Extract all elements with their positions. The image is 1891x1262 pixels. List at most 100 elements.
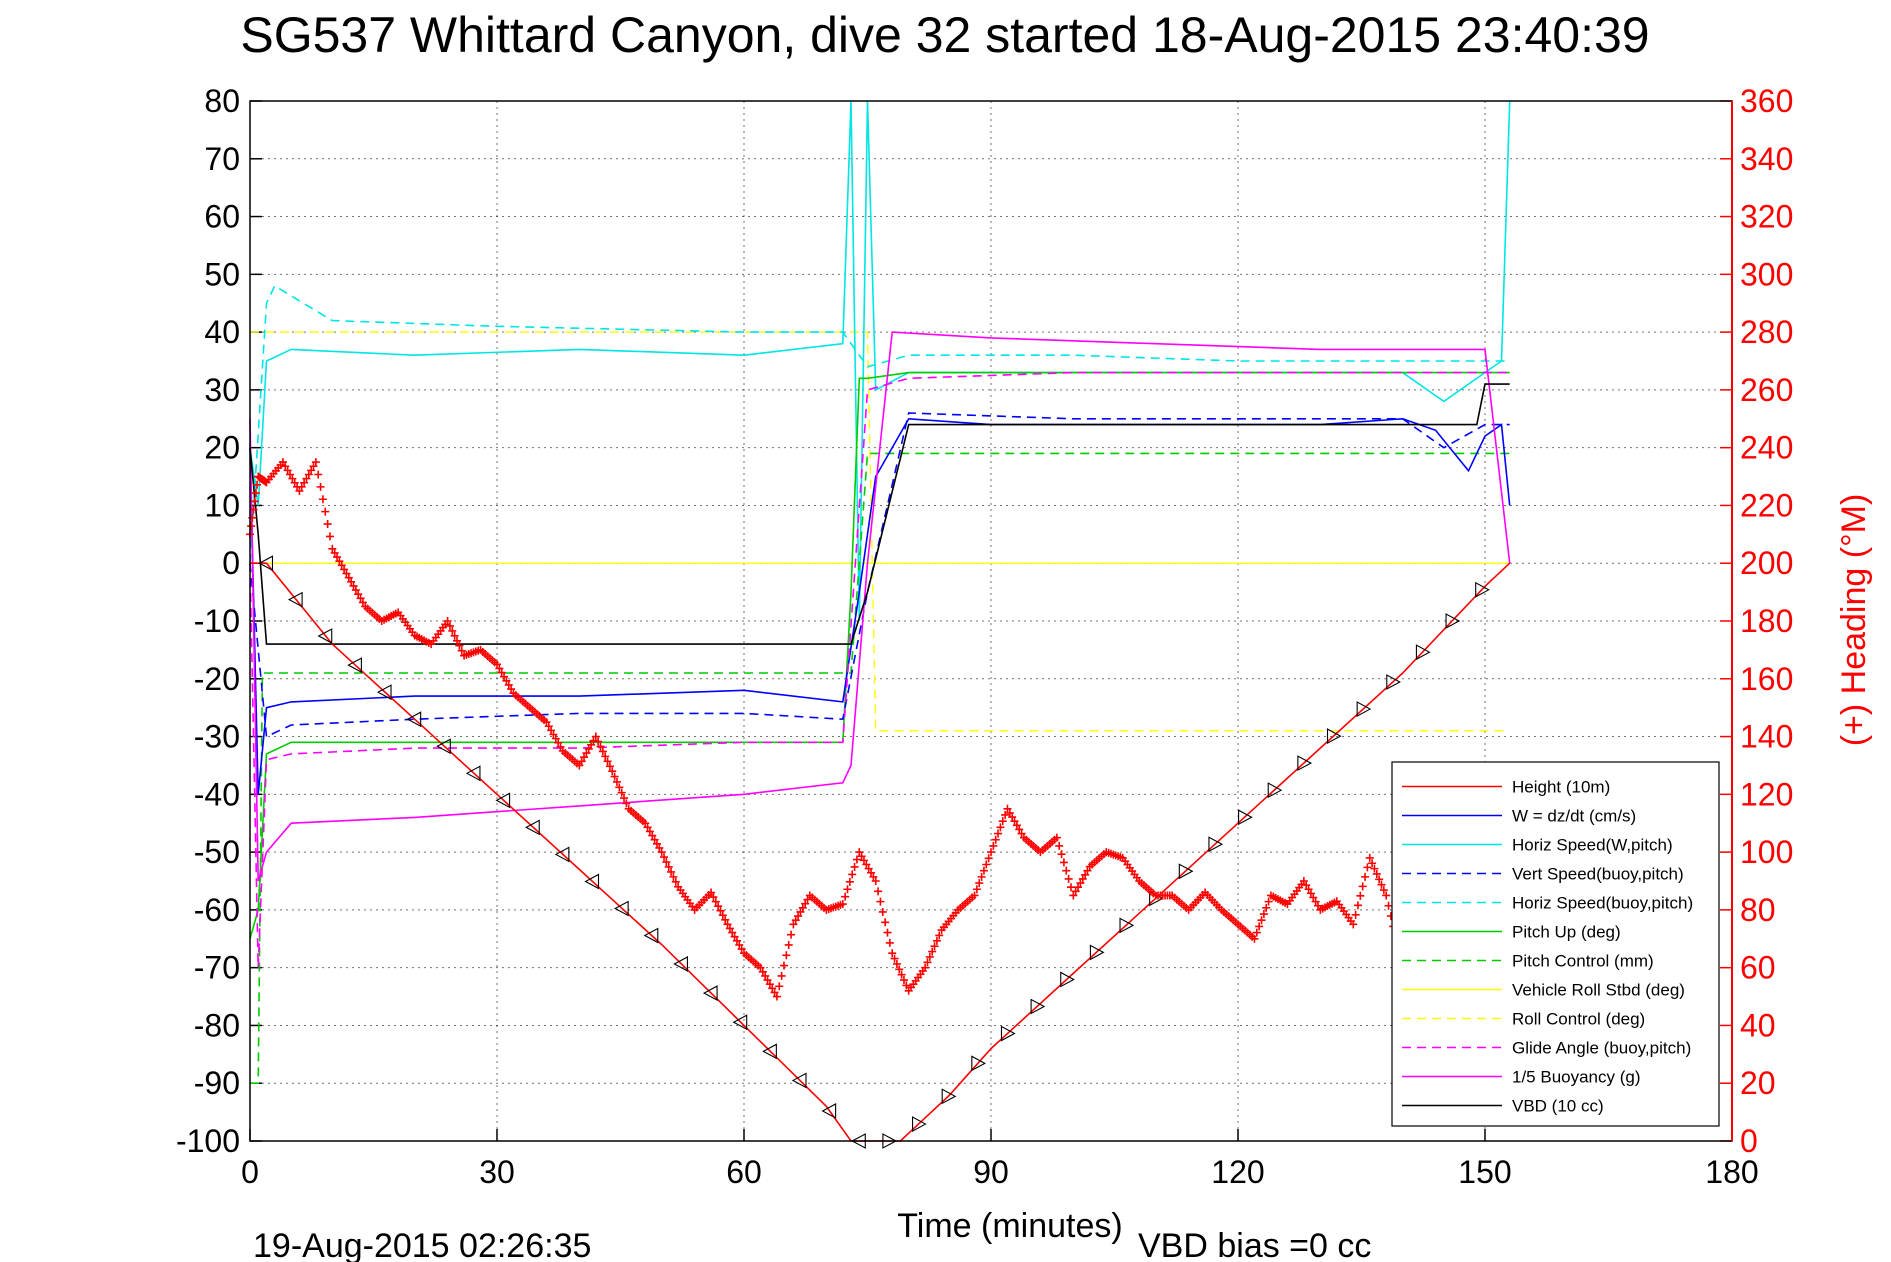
heading-marker xyxy=(895,965,904,974)
heading-marker xyxy=(311,458,320,467)
legend-label: Height (10m) xyxy=(1512,778,1610,797)
heading-marker xyxy=(787,930,796,939)
heading-marker xyxy=(871,877,880,885)
heading-marker xyxy=(1012,821,1021,830)
heading-marker xyxy=(1010,817,1019,826)
heading-marker xyxy=(251,489,260,498)
heading-marker xyxy=(1368,859,1377,868)
heading-marker xyxy=(1311,897,1320,906)
height-marker xyxy=(673,956,688,972)
heading-marker xyxy=(354,590,363,599)
heading-marker xyxy=(1379,886,1388,895)
y-tick-label: 40 xyxy=(204,314,240,350)
heading-marker xyxy=(307,466,316,475)
heading-marker xyxy=(885,938,894,947)
heading-marker xyxy=(580,753,589,762)
heading-marker xyxy=(770,988,779,997)
heading-marker xyxy=(930,942,939,951)
height-marker xyxy=(436,738,451,755)
heading-marker xyxy=(1361,872,1370,881)
series-line xyxy=(249,412,1510,738)
heading-marker xyxy=(1372,869,1381,878)
y-right-tick-label: 300 xyxy=(1740,256,1793,292)
heading-marker xyxy=(888,949,897,958)
legend-box xyxy=(1391,761,1720,1127)
heading-marker xyxy=(845,877,854,886)
heading-marker xyxy=(612,777,621,786)
heading-marker xyxy=(500,672,509,681)
heading-marker xyxy=(278,458,287,467)
heading-marker xyxy=(763,976,772,985)
heading-marker xyxy=(723,920,732,929)
heading-marker xyxy=(622,799,631,808)
heading-marker xyxy=(358,598,367,607)
heading-marker xyxy=(556,742,565,751)
heading-marker xyxy=(855,848,864,857)
heading-marker xyxy=(598,747,607,756)
y-right-tick-label: 140 xyxy=(1740,719,1793,755)
height-marker xyxy=(1356,701,1372,717)
heading-marker xyxy=(765,980,774,989)
heading-marker xyxy=(1257,916,1266,925)
x-tick-label: 30 xyxy=(479,1154,515,1190)
heading-marker xyxy=(1071,887,1080,896)
heading-marker xyxy=(1081,870,1090,879)
heading-marker xyxy=(591,732,600,741)
heading-marker xyxy=(1363,863,1372,872)
heading-marker xyxy=(669,872,678,881)
heading-marker xyxy=(897,970,906,979)
y-right-tick-label: 260 xyxy=(1740,372,1793,408)
heading-marker xyxy=(996,823,1005,832)
series-line xyxy=(249,371,1510,968)
heading-marker xyxy=(890,954,899,963)
heading-marker xyxy=(718,911,727,920)
heading-marker xyxy=(982,860,991,869)
heading-marker xyxy=(883,928,892,937)
footer-date: 19-Aug-2015 02:26:35 xyxy=(253,1227,591,1262)
heading-marker xyxy=(617,788,626,797)
heading-marker xyxy=(784,940,793,949)
heading-marker xyxy=(302,474,311,483)
heading-marker xyxy=(899,976,908,985)
heading-marker xyxy=(970,891,979,900)
y-right-tick-label: 220 xyxy=(1740,487,1793,523)
heading-marker xyxy=(756,963,765,972)
heading-marker xyxy=(577,757,586,766)
heading-marker xyxy=(1351,910,1360,919)
legend-label: Glide Angle (buoy,pitch) xyxy=(1512,1039,1691,1058)
heading-marker xyxy=(450,631,459,640)
series-line xyxy=(249,417,1511,795)
heading-marker xyxy=(735,940,744,949)
heading-marker xyxy=(1001,810,1010,819)
y-right-tick-label: 360 xyxy=(1740,83,1793,119)
heading-marker xyxy=(652,839,661,848)
heading-marker xyxy=(337,561,346,570)
heading-marker xyxy=(878,907,887,916)
y-tick-label: -10 xyxy=(194,603,240,639)
heading-marker xyxy=(309,462,318,471)
heading-marker xyxy=(1313,901,1322,910)
heading-marker xyxy=(1384,901,1393,910)
x-tick-label: 120 xyxy=(1211,1154,1264,1190)
heading-marker xyxy=(304,470,313,479)
x-tick-label: 180 xyxy=(1705,1154,1758,1190)
height-marker xyxy=(1475,581,1490,598)
y-tick-label: 10 xyxy=(204,487,240,523)
y-tick-label: -100 xyxy=(176,1123,240,1159)
heading-marker xyxy=(589,736,598,745)
y-right-tick-label: 20 xyxy=(1740,1065,1776,1101)
height-marker xyxy=(287,591,303,608)
x-axis: 0 30 60 90 120 150 180 xyxy=(241,1129,1759,1190)
x-tick-label: 60 xyxy=(726,1154,762,1190)
height-marker xyxy=(584,873,600,890)
heading-marker xyxy=(1302,881,1311,890)
heading-marker xyxy=(493,660,501,669)
heading-marker xyxy=(596,742,605,751)
heading-marker xyxy=(601,752,610,761)
x-tick-label: 150 xyxy=(1458,1154,1511,1190)
heading-marker xyxy=(1259,910,1268,919)
height-marker xyxy=(465,765,481,782)
heading-marker xyxy=(605,762,614,771)
y-axis-right-label: (+) Heading (°M) xyxy=(1835,494,1873,747)
y-tick-label: 60 xyxy=(204,199,240,235)
